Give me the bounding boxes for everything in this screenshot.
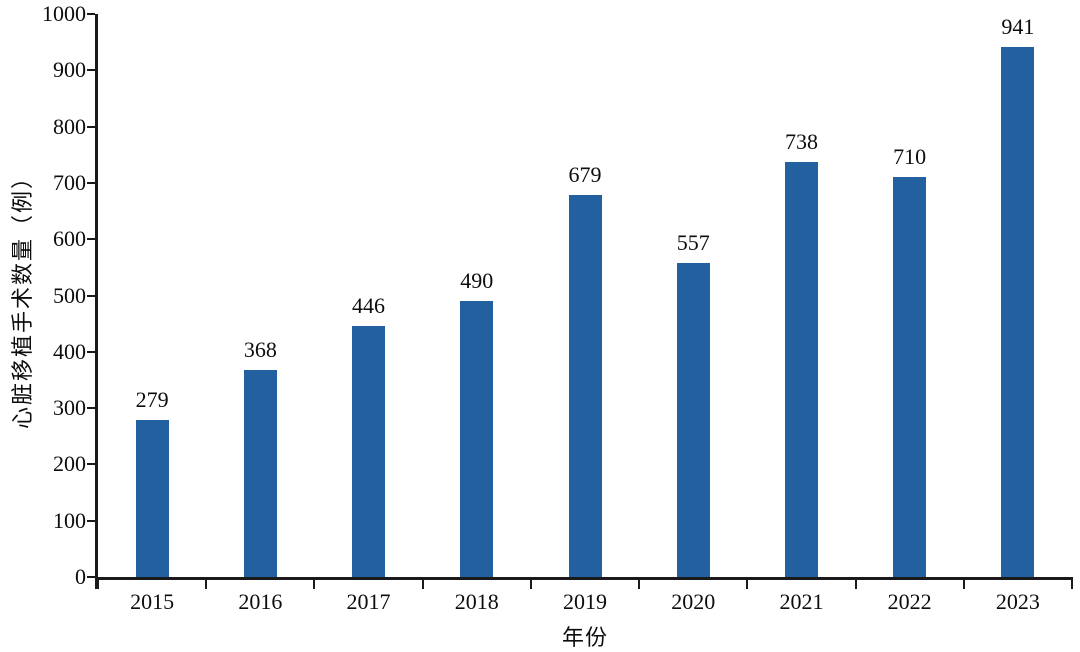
x-tick-label: 2023: [995, 589, 1040, 614]
y-tick: [87, 350, 95, 353]
y-tick-label: 100: [53, 507, 86, 533]
bar-value-label: 738: [784, 129, 818, 154]
y-tick: [87, 181, 95, 184]
x-tick-label: 2022: [887, 589, 932, 614]
x-tick-label: 2021: [779, 589, 824, 614]
x-tick: [746, 580, 749, 589]
y-tick: [87, 576, 95, 578]
x-axis-title: 年份: [561, 625, 609, 650]
bar: [784, 162, 818, 577]
y-tick-label: 700: [53, 169, 86, 195]
bar-value-label: 557: [676, 230, 710, 255]
x-axis-line: [95, 577, 1073, 580]
x-tick: [1071, 580, 1073, 589]
x-tick-label: 2017: [346, 589, 391, 614]
bar: [243, 370, 277, 577]
y-tick-label: 500: [53, 282, 86, 308]
y-tick-label: 900: [53, 57, 86, 83]
y-tick: [87, 13, 95, 15]
bar: [460, 301, 494, 577]
y-tick-label: 200: [53, 451, 86, 477]
y-axis-line: [95, 14, 98, 589]
x-tick: [854, 580, 857, 589]
x-tick: [97, 580, 99, 589]
bar-value-label: 279: [135, 387, 169, 412]
x-tick: [313, 580, 316, 589]
y-tick: [87, 519, 95, 522]
x-tick-label: 2020: [671, 589, 716, 614]
x-tick: [421, 580, 424, 589]
bar-value-label: 490: [460, 268, 494, 293]
bar-value-label: 679: [568, 162, 602, 187]
bar-value-label: 710: [893, 144, 927, 169]
y-tick: [87, 125, 95, 128]
y-tick-label: 300: [53, 395, 86, 421]
y-tick: [87, 238, 95, 241]
bar: [135, 420, 169, 577]
bar: [1001, 47, 1035, 577]
y-tick: [87, 463, 95, 466]
x-tick-label: 2018: [454, 589, 499, 614]
bar: [676, 263, 710, 577]
bar: [568, 195, 602, 577]
y-tick: [87, 407, 95, 410]
bar-value-label: 368: [243, 337, 277, 362]
bar: [352, 326, 386, 577]
bar-value-label: 446: [352, 293, 386, 318]
x-tick-label: 2015: [130, 589, 175, 614]
y-tick-label: 400: [53, 338, 86, 364]
bar-value-label: 941: [1001, 14, 1035, 39]
x-tick: [638, 580, 641, 589]
x-tick-label: 2016: [238, 589, 283, 614]
y-tick-label: 800: [53, 113, 86, 139]
y-tick-label: 0: [75, 564, 86, 589]
y-tick-label: 600: [53, 226, 86, 252]
x-tick: [962, 580, 965, 589]
bar: [893, 177, 927, 577]
x-tick: [529, 580, 532, 589]
x-tick: [205, 580, 208, 589]
y-tick: [87, 69, 95, 72]
x-tick-label: 2019: [563, 589, 607, 614]
y-tick-label: 1000: [42, 1, 86, 26]
y-tick: [87, 294, 95, 297]
